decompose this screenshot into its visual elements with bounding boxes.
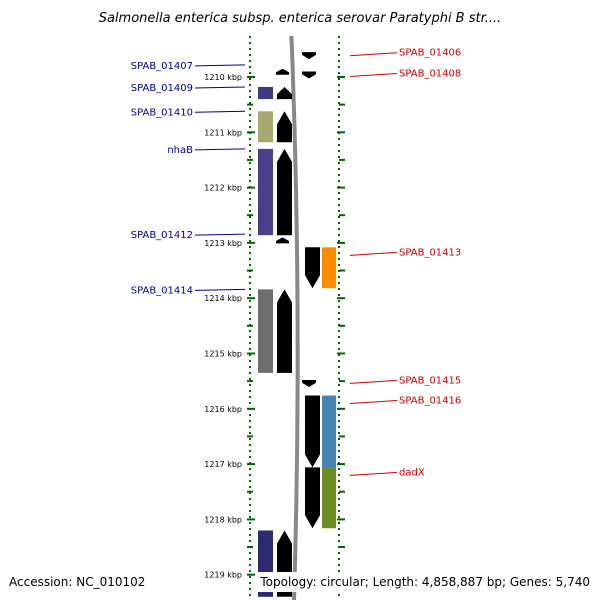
cog-bar-reverse <box>258 86 273 100</box>
gene-label-forward: SPAB_01408 <box>399 68 461 79</box>
ruler-label: 1216 kbp <box>204 405 242 414</box>
gene-arrow-reverse <box>276 237 289 244</box>
gene-label-reverse: SPAB_01414 <box>131 285 193 296</box>
gene-label-reverse: SPAB_01410 <box>131 107 193 118</box>
gene-arrow-forward <box>302 71 316 79</box>
gene-leader-forward <box>349 400 398 405</box>
accession-text: Accession: NC_010102 <box>9 575 145 589</box>
gene-leader-forward <box>349 52 398 57</box>
gene-arrow-forward <box>305 467 320 529</box>
gene-leader-reverse <box>194 233 246 236</box>
topology-text: Topology: circular; Length: 4,858,887 bp… <box>259 575 590 589</box>
gene-label-reverse: SPAB_01409 <box>131 83 193 94</box>
gene-arrow-forward <box>305 395 320 468</box>
gene-arrow-forward <box>305 247 320 289</box>
gene-label-forward: SPAB_01413 <box>399 247 461 258</box>
ruler-label: 1210 kbp <box>204 73 242 82</box>
cog-bar-forward <box>322 247 336 289</box>
gene-leader-reverse <box>194 64 246 67</box>
gene-arrow-forward <box>302 52 316 60</box>
cog-bar-forward <box>322 395 336 468</box>
gene-leader-reverse <box>194 86 246 89</box>
ruler-label: 1219 kbp <box>204 571 242 580</box>
label-layer: SPAB_01407 SPAB_01409 SPAB_01410 nhaB SPAB_0… <box>131 48 462 479</box>
gene-arrow-reverse <box>277 289 292 373</box>
ruler-label: 1213 kbp <box>204 239 242 248</box>
cog-bar-reverse <box>258 289 273 373</box>
gene-arrow-reverse <box>277 148 292 236</box>
gene-arrow-forward <box>302 380 316 387</box>
gene-leader-forward <box>349 72 398 77</box>
title-band <box>0 0 600 36</box>
gene-label-reverse: nhaB <box>167 145 193 156</box>
ruler-label: 1218 kbp <box>204 515 242 524</box>
gene-arrow-reverse <box>277 87 292 100</box>
backbone-layer <box>288 0 300 600</box>
map-title: Salmonella enterica subsp. enterica sero… <box>99 11 502 26</box>
gene-leader-forward <box>349 471 398 476</box>
gene-label-forward: SPAB_01416 <box>399 396 461 407</box>
genome-backbone <box>288 0 300 600</box>
ruler-label: 1211 kbp <box>204 128 242 137</box>
gene-arrow-reverse <box>277 111 292 143</box>
ruler-layer: 1210 kbp 1211 kbp 1212 kbp 1213 kbp 1214 kbp… <box>204 0 345 600</box>
gene-label-reverse: SPAB_01412 <box>131 230 193 241</box>
ruler-label: 1217 kbp <box>204 460 242 469</box>
accession-band <box>6 572 156 592</box>
topology-band <box>256 572 592 592</box>
gene-leader-reverse <box>194 288 246 291</box>
ruler-label: 1214 kbp <box>204 294 242 303</box>
gene-leader-reverse <box>194 148 246 151</box>
gene-leader-forward <box>349 379 398 384</box>
cog-bar-reverse <box>258 111 273 143</box>
gene-leader-forward <box>349 251 398 256</box>
gene-arrow-reverse <box>276 68 289 75</box>
ruler-label: 1215 kbp <box>204 350 242 359</box>
gene-label-forward: SPAB_01415 <box>399 375 461 386</box>
cog-bar-forward <box>322 467 336 529</box>
gene-label-reverse: SPAB_01407 <box>131 61 193 72</box>
ruler-label: 1212 kbp <box>204 184 242 193</box>
gene-leader-reverse <box>194 110 246 113</box>
cog-bar-reverse <box>258 148 273 236</box>
gene-label-forward: SPAB_01406 <box>399 48 461 59</box>
gene-label-forward: dadX <box>399 467 425 478</box>
